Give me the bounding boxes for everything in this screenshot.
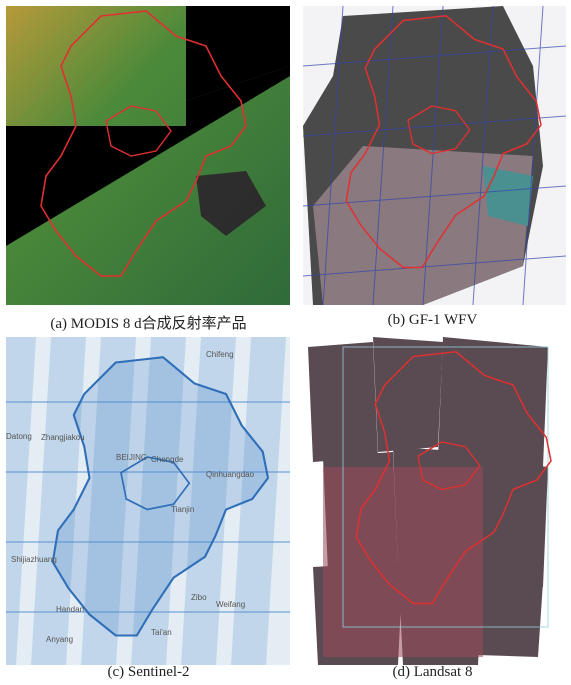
modis-map bbox=[6, 6, 290, 305]
caption: (d) Landsat 8 bbox=[290, 664, 571, 681]
place-label: Qinhuangdao bbox=[206, 470, 255, 479]
place-label: Weifang bbox=[216, 600, 245, 609]
place-label: Chifeng bbox=[206, 350, 234, 359]
caption: (a) MODIS 8 d合成反射率产品 bbox=[6, 312, 291, 333]
place-label: Zibo bbox=[191, 593, 207, 602]
place-label: Anyang bbox=[46, 635, 73, 644]
caption: (c) Sentinel-2 bbox=[6, 664, 291, 681]
place-label: Tai'an bbox=[151, 628, 172, 637]
caption: (b) GF-1 WFV bbox=[290, 312, 571, 329]
place-label: Shijiazhuang bbox=[11, 555, 57, 564]
landsat-map bbox=[303, 337, 566, 665]
place-label: BEIJING bbox=[116, 453, 147, 462]
page: Chifeng Zhangjiakou Datong BEIJING Chengde Qi… bbox=[0, 0, 571, 685]
place-label: Chengde bbox=[151, 455, 184, 464]
place-label: Handan bbox=[56, 605, 84, 614]
place-label: Tianjin bbox=[171, 505, 194, 514]
gf1-map bbox=[303, 6, 566, 305]
place-label: Datong bbox=[6, 432, 32, 441]
sentinel-map: Chifeng Zhangjiakou Datong BEIJING Chengde Qi… bbox=[6, 337, 290, 665]
place-label: Zhangjiakou bbox=[41, 433, 85, 442]
